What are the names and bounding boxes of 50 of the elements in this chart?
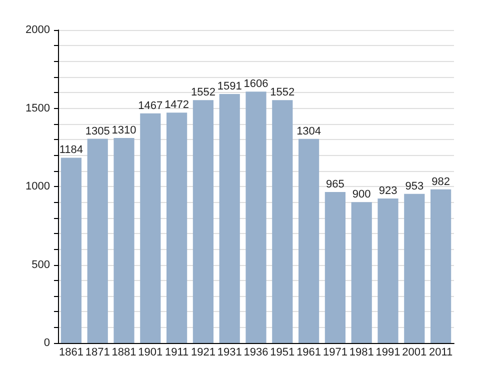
data-label: 1591 — [217, 80, 242, 93]
data-label: 1305 — [85, 125, 110, 138]
data-label: 923 — [378, 185, 398, 198]
x-tick-label: 1971 — [322, 346, 348, 358]
y-tick-label: 1500 — [26, 102, 50, 114]
bar — [219, 94, 240, 343]
x-tick-label: 1901 — [138, 346, 163, 358]
bar — [272, 100, 293, 343]
x-tick-label: 1991 — [376, 346, 400, 358]
bar — [351, 202, 372, 343]
bar — [298, 138, 320, 343]
bar — [246, 92, 266, 343]
data-label: 1184 — [59, 144, 84, 156]
bar — [430, 189, 452, 343]
x-tick-label: 1861 — [58, 346, 84, 358]
y-tick-label: 0 — [44, 337, 50, 349]
x-tick-label: 1871 — [85, 346, 110, 358]
data-label: 1552 — [270, 86, 295, 99]
x-tick-label: 1981 — [349, 346, 374, 358]
x-tick-label: 2011 — [428, 346, 453, 358]
bar — [324, 192, 346, 343]
x-tick-label: 1951 — [270, 346, 295, 358]
x-tick-label: 1921 — [190, 346, 216, 358]
bar — [114, 138, 134, 343]
data-label: 953 — [405, 180, 424, 192]
data-label: 1467 — [138, 100, 163, 112]
data-label: 900 — [352, 188, 371, 201]
x-tick-label: 2001 — [402, 346, 427, 358]
y-tick-label: 1000 — [26, 180, 50, 192]
data-label: 1304 — [296, 125, 322, 138]
bar — [60, 158, 82, 343]
bar — [378, 198, 398, 343]
x-tick-label: 1961 — [296, 346, 322, 358]
bar — [140, 113, 161, 343]
bar — [192, 100, 214, 343]
data-label: 1606 — [244, 78, 268, 90]
x-tick-label: 1931 — [217, 346, 242, 358]
bar — [87, 138, 108, 343]
data-label: 1310 — [112, 124, 136, 136]
data-label: 982 — [432, 176, 450, 188]
y-tick-label: 500 — [32, 258, 50, 271]
x-tick-label: 1911 — [164, 346, 189, 358]
y-tick-label: 2000 — [26, 24, 50, 36]
data-label: 1472 — [164, 99, 190, 112]
data-label: 965 — [326, 178, 344, 190]
x-tick-label: 1881 — [112, 346, 136, 358]
x-tick-label: 1936 — [244, 346, 268, 358]
data-label: 1552 — [190, 86, 216, 99]
bar — [166, 112, 188, 343]
bar — [404, 194, 425, 343]
